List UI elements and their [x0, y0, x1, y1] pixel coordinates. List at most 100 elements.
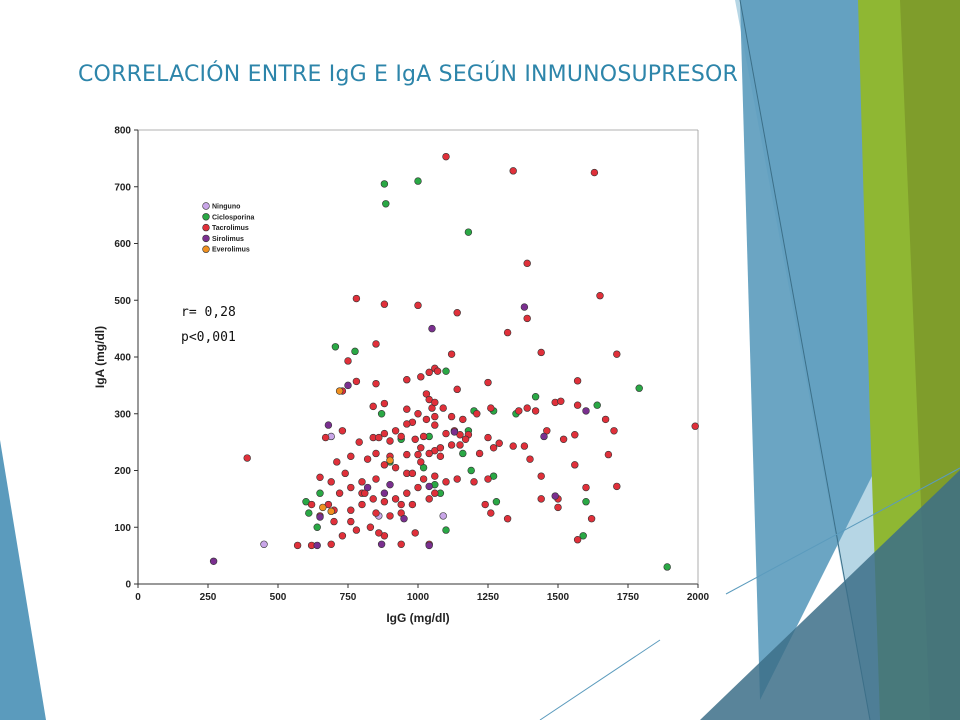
data-point	[351, 347, 359, 356]
data-point	[531, 393, 540, 401]
data-point	[473, 410, 481, 418]
data-point	[313, 541, 321, 550]
data-point	[582, 483, 590, 492]
data-point	[419, 432, 428, 441]
data-point	[380, 498, 389, 506]
data-point	[571, 461, 579, 469]
data-point	[554, 503, 562, 512]
data-point	[439, 512, 447, 520]
data-point	[209, 557, 218, 565]
data-point	[331, 343, 340, 351]
data-point	[425, 449, 433, 458]
data-point	[347, 517, 355, 526]
data-point	[571, 431, 579, 439]
data-point	[363, 455, 372, 463]
data-point	[375, 433, 383, 442]
y-tick-label: 0	[125, 580, 131, 591]
data-point	[347, 483, 355, 492]
y-axis-label: IgA (mg/dl)	[93, 326, 107, 388]
data-point	[531, 407, 540, 415]
data-point	[610, 427, 618, 435]
data-point	[352, 526, 361, 534]
series-everolimus	[319, 387, 394, 516]
data-point	[363, 483, 372, 492]
right-thin-line-2	[725, 467, 960, 595]
x-axis-label: IgG (mg/dl)	[386, 611, 449, 625]
data-point	[391, 463, 400, 472]
y-tick-label: 700	[114, 182, 131, 193]
data-point	[459, 449, 467, 458]
data-points	[209, 152, 699, 571]
data-point	[414, 177, 422, 185]
data-point	[414, 410, 422, 418]
legend-label: Tacrolimus	[212, 225, 249, 232]
legend-marker	[202, 234, 210, 243]
legend: Ninguno Ciclosporina Tacrolimus Sirolimus Ev…	[202, 202, 255, 254]
data-point	[386, 456, 394, 464]
data-point	[573, 377, 582, 385]
data-point	[470, 478, 478, 486]
data-point	[540, 432, 548, 441]
data-point	[425, 482, 433, 491]
legend-label: Sirolimus	[212, 236, 244, 243]
data-point	[453, 475, 461, 483]
data-point	[347, 506, 355, 514]
data-point	[467, 466, 475, 475]
data-point	[417, 444, 425, 452]
x-tick-label: 1250	[477, 592, 500, 603]
x-tick-label: 250	[200, 592, 217, 603]
data-point	[596, 292, 604, 300]
y-tick-label: 200	[114, 466, 131, 477]
legend-label: Everolimus	[212, 247, 250, 254]
x-tick-label: 1500	[547, 592, 570, 603]
data-point	[372, 449, 380, 458]
data-point	[523, 314, 531, 323]
data-point	[386, 512, 394, 520]
data-point	[431, 412, 439, 421]
data-point	[397, 540, 405, 548]
y-tick-label: 800	[114, 126, 131, 137]
y-tick-label: 600	[114, 239, 131, 250]
data-point	[422, 415, 431, 424]
data-point	[431, 489, 439, 497]
data-point	[582, 498, 590, 506]
data-point	[691, 422, 699, 430]
data-point	[484, 475, 492, 483]
data-point	[425, 541, 433, 550]
data-point	[439, 404, 447, 412]
legend-marker	[202, 245, 210, 253]
data-point	[573, 401, 582, 409]
data-point	[447, 441, 456, 449]
data-point	[459, 415, 467, 424]
data-point	[414, 450, 422, 459]
series-tacrolimus	[243, 152, 699, 550]
data-point	[375, 529, 383, 537]
data-point	[551, 492, 559, 500]
legend-marker	[202, 223, 210, 232]
data-point	[431, 421, 439, 429]
data-point	[520, 303, 529, 311]
data-point	[335, 387, 344, 395]
data-point	[403, 450, 411, 459]
legend-label: Ninguno	[212, 204, 240, 211]
data-point	[380, 300, 389, 308]
data-point	[414, 483, 422, 492]
data-point	[333, 458, 341, 466]
plot-area	[137, 129, 699, 585]
right-thin-line-1	[739, 0, 871, 720]
right-dark-shape	[700, 470, 960, 720]
data-point	[425, 495, 433, 503]
data-point	[324, 421, 333, 429]
data-point	[503, 328, 512, 337]
data-point	[313, 523, 321, 531]
slide-title: CORRELACIÓN ENTRE IgG E IgA SEGÚN INMUNO…	[78, 62, 739, 87]
y-tick-label: 400	[114, 353, 131, 364]
data-point	[464, 228, 473, 236]
data-point	[537, 348, 545, 357]
data-point	[442, 152, 450, 161]
data-point	[587, 515, 596, 523]
data-point	[316, 473, 324, 482]
data-point	[417, 373, 425, 381]
data-point	[414, 301, 422, 310]
